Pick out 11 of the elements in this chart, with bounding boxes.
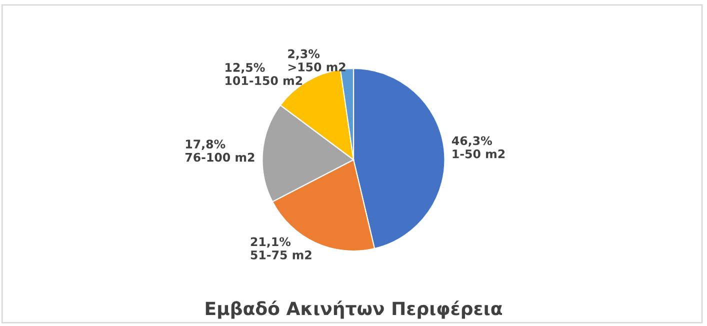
slice-label: >150 m2 [288,62,346,72]
slice-label: 101-150 m2 [226,76,302,86]
slice-label: 51-75 m2 [250,250,312,260]
data-label: 21,1% [250,237,291,248]
data-label: 12,5% [226,62,265,74]
slice-label: 76-100 m2 [185,152,254,162]
data-label: 2,3% [288,49,320,60]
data-label: 17,8% [186,140,226,150]
slice-label: 1-50 m2 [452,149,505,158]
text: Εμβαδό Ακινήτων Περιφέρεια [206,300,502,319]
data-label: 46,3% [452,136,492,147]
